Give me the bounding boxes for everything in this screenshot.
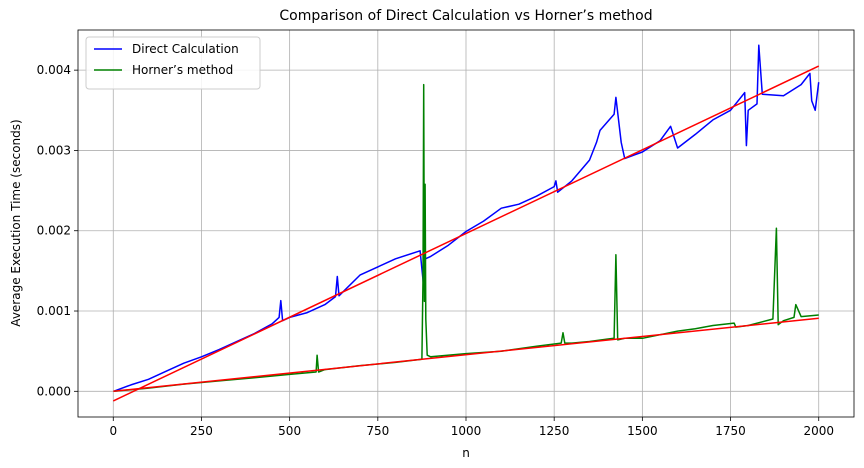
series-layer <box>112 44 820 402</box>
x-axis-ticks: 0 250 500 750 1000 1250 1500 1750 2000 <box>109 417 834 438</box>
x-tick-label: 1750 <box>715 424 746 438</box>
y-tick-label: 0.003 <box>37 143 71 157</box>
x-tick-label: 1500 <box>627 424 658 438</box>
x-tick-label: 0 <box>109 424 117 438</box>
legend-label: Direct Calculation <box>132 42 239 56</box>
y-tick-label: 0.002 <box>37 224 71 238</box>
legend: Direct Calculation Horner’s method <box>85 36 261 90</box>
y-tick-label: 0.001 <box>37 304 71 318</box>
x-tick-label: 1000 <box>451 424 482 438</box>
y-axis-label: Average Execution Time (seconds) <box>9 119 23 326</box>
y-axis-ticks: 0.000 0.001 0.002 0.003 0.004 <box>37 63 78 398</box>
chart-title: Comparison of Direct Calculation vs Horn… <box>279 8 652 24</box>
y-tick-label: 0.004 <box>37 63 71 77</box>
x-tick-label: 2000 <box>803 424 834 438</box>
y-tick-label: 0.000 <box>37 384 71 398</box>
x-tick-label: 1250 <box>539 424 570 438</box>
x-tick-label: 500 <box>278 424 301 438</box>
series-line-trend-line-3 <box>113 317 819 393</box>
x-axis-label: n <box>462 446 470 460</box>
legend-label: Horner’s method <box>132 63 233 77</box>
legend-box <box>85 36 261 90</box>
series-line-direct-calculation <box>113 44 820 393</box>
grid-lines <box>78 30 854 417</box>
x-tick-label: 250 <box>190 424 213 438</box>
series-line-trend-line-2 <box>112 65 820 402</box>
x-tick-label: 750 <box>366 424 389 438</box>
